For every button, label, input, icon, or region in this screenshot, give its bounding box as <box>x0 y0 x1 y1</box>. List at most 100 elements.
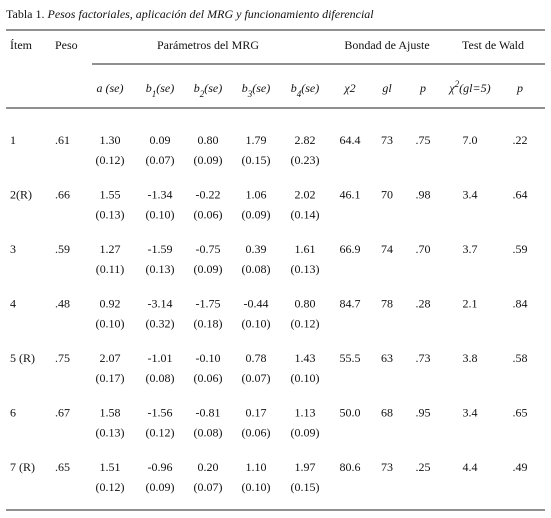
se-cell: (0.13) <box>96 208 125 222</box>
peso-cell: .75 <box>55 351 70 365</box>
param-cell: 1.13 <box>295 406 316 420</box>
sub-header-subscript: 4 <box>297 89 302 99</box>
param-cell: 1.06 <box>246 188 267 202</box>
sub-header: b2(se) <box>194 81 223 99</box>
param-cell: 1.61 <box>295 242 316 256</box>
param-cell: 2.07 <box>100 351 121 365</box>
peso-cell: .65 <box>55 460 70 474</box>
param-cell: 0.78 <box>246 351 267 365</box>
wald-cell: 3.4 <box>463 406 478 420</box>
param-cell: 0.20 <box>198 460 219 474</box>
se-cell: (0.09) <box>291 426 320 440</box>
table-title: Tabla 1. Pesos factoriales, aplicación d… <box>6 7 374 21</box>
fit-cell: .98 <box>416 188 431 202</box>
fit-cell: 46.1 <box>340 188 361 202</box>
wald-cell: 3.7 <box>463 242 478 256</box>
fit-cell: 68 <box>381 406 393 420</box>
sub-header-base: b <box>146 81 152 95</box>
sub-header-base: b <box>291 81 297 95</box>
item-cell: 6 <box>10 406 16 420</box>
fit-cell: 73 <box>381 460 393 474</box>
sub-header: b3(se) <box>242 81 271 99</box>
fit-cell: .73 <box>416 351 431 365</box>
peso-cell: .61 <box>55 133 70 147</box>
wald-cell: .59 <box>513 242 528 256</box>
param-cell: -1.59 <box>148 242 173 256</box>
item-cell: 4 <box>10 297 16 311</box>
param-cell: -1.34 <box>148 188 173 202</box>
param-cell: 1.30 <box>100 133 121 147</box>
sub-header-rest: (se) <box>156 81 174 95</box>
fit-cell: .70 <box>416 242 431 256</box>
se-cell: (0.09) <box>194 262 223 276</box>
column-header: Bondad de Ajuste <box>344 38 429 52</box>
param-cell: -0.96 <box>148 460 173 474</box>
param-cell: 0.80 <box>198 133 219 147</box>
wald-cell: .65 <box>513 406 528 420</box>
sub-header: p <box>516 81 523 95</box>
sub-header-rest: (se) <box>204 81 222 95</box>
param-cell: -0.10 <box>196 351 221 365</box>
fit-cell: 64.4 <box>340 133 361 147</box>
column-header: Ítem <box>10 38 33 52</box>
se-cell: (0.12) <box>96 153 125 167</box>
se-cell: (0.06) <box>194 208 223 222</box>
param-cell: -1.75 <box>196 297 221 311</box>
fit-cell: 66.9 <box>340 242 361 256</box>
peso-cell: .48 <box>55 297 70 311</box>
sub-header-base: p <box>516 81 523 95</box>
wald-cell: 4.4 <box>463 460 478 474</box>
sub-header-subscript: 3 <box>247 89 253 99</box>
param-cell: 2.82 <box>295 133 316 147</box>
wald-cell: 7.0 <box>463 133 478 147</box>
peso-cell: .59 <box>55 242 70 256</box>
item-cell: 3 <box>10 242 16 256</box>
param-cell: 0.39 <box>246 242 267 256</box>
sub-header-subscript: 2 <box>200 89 205 99</box>
param-cell: 1.55 <box>100 188 121 202</box>
sub-header: b4(se) <box>291 81 320 99</box>
sub-header-base: χ <box>448 81 455 95</box>
se-cell: (0.13) <box>291 262 320 276</box>
wald-cell: 3.4 <box>463 188 478 202</box>
se-cell: (0.12) <box>96 480 125 494</box>
param-cell: 0.92 <box>100 297 121 311</box>
column-header: Parámetros del MRG <box>157 38 259 52</box>
wald-cell: .84 <box>513 297 528 311</box>
sub-header-rest: (gl=5) <box>459 81 490 95</box>
title-text: Pesos factoriales, aplicación del MRG y … <box>46 7 374 21</box>
fit-cell: 70 <box>381 188 393 202</box>
fit-cell: .28 <box>416 297 431 311</box>
se-cell: (0.06) <box>194 371 223 385</box>
se-cell: (0.15) <box>291 480 320 494</box>
se-cell: (0.18) <box>194 317 223 331</box>
param-cell: -0.81 <box>196 406 221 420</box>
param-cell: 1.10 <box>246 460 267 474</box>
param-cell: -1.01 <box>148 351 173 365</box>
se-cell: (0.07) <box>146 153 175 167</box>
sub-header: gl <box>382 81 392 95</box>
fit-cell: 63 <box>381 351 393 365</box>
sub-header-subscript: 1 <box>152 89 157 99</box>
se-cell: (0.07) <box>194 480 223 494</box>
sub-header: p <box>419 81 426 95</box>
wald-cell: .64 <box>513 188 528 202</box>
se-cell: (0.10) <box>96 317 125 331</box>
se-cell: (0.09) <box>146 480 175 494</box>
se-cell: (0.17) <box>96 371 125 385</box>
sub-header-rest: (se) <box>301 81 319 95</box>
item-cell: 7 (R) <box>10 460 35 474</box>
se-cell: (0.06) <box>242 426 271 440</box>
se-cell: (0.10) <box>291 371 320 385</box>
param-cell: 1.79 <box>246 133 267 147</box>
fit-cell: .25 <box>416 460 431 474</box>
wald-cell: 2.1 <box>463 297 478 311</box>
se-cell: (0.10) <box>242 317 271 331</box>
item-cell: 5 (R) <box>10 351 35 365</box>
se-cell: (0.12) <box>291 317 320 331</box>
param-cell: -1.56 <box>148 406 173 420</box>
fit-cell: 50.0 <box>340 406 361 420</box>
item-cell: 1 <box>10 133 16 147</box>
sub-header: χ2(gl=5) <box>448 79 490 95</box>
